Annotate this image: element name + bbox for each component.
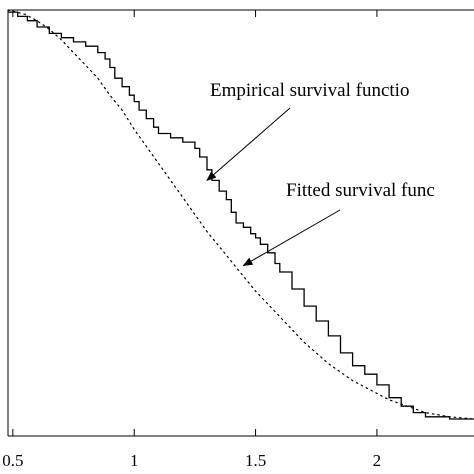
empirical-annotation-label: Empirical survival functio — [210, 80, 409, 101]
empirical-survival-line — [8, 11, 474, 420]
x-tick-label: 0.5 — [2, 451, 23, 470]
series-layer — [7, 9, 474, 420]
empirical-annotation-arrow — [206, 107, 291, 182]
annotation-layer: Empirical survival functio Fitted surviva… — [206, 80, 435, 267]
x-tick-label: 2 — [373, 451, 382, 470]
fitted-annotation-arrow — [242, 209, 341, 267]
x-tick-label: 1 — [130, 451, 139, 470]
x-tick-label: 1.5 — [245, 451, 266, 470]
fitted-annotation-label: Fitted survival func — [286, 180, 435, 201]
axes: 0.5 1 1.5 2 — [2, 9, 474, 470]
fitted-survival-line — [7, 9, 474, 420]
